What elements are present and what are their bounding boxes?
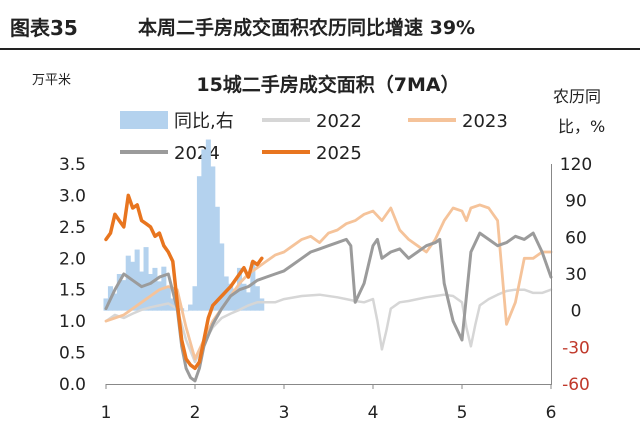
legend-item-2022: 2022: [316, 111, 362, 132]
bar: [205, 139, 211, 311]
y-right-tick-label: 30: [565, 265, 587, 285]
bar: [188, 304, 194, 311]
y-right-unit-line1: 农历同: [553, 87, 601, 106]
y-right-tick-label: 60: [565, 228, 587, 248]
bar: [165, 286, 171, 311]
legend-item-bar: 同比,右: [174, 111, 234, 132]
x-axis: 1 2 3 4 5 6: [101, 384, 557, 423]
y-left-tick-label: 1.0: [59, 312, 86, 332]
series-line-2025: [104, 193, 264, 371]
y-left-tick-label: 2.5: [59, 218, 86, 238]
x-tick-label: 1: [101, 403, 112, 423]
bar: [192, 286, 198, 311]
bar: [241, 283, 247, 311]
bar: [170, 298, 176, 311]
bar: [214, 206, 220, 311]
y-right-tick-label: 90: [565, 192, 587, 212]
y-left-tick-label: 3.5: [59, 155, 86, 175]
bar: [210, 166, 216, 311]
y-right-unit-line2: 比，%: [558, 117, 605, 136]
y-left-tick-label: 3.0: [59, 186, 86, 206]
y-right-tick-label: -60: [562, 375, 590, 395]
x-tick-label: 2: [190, 403, 201, 423]
y-left-axis: 3.5 3.0 2.5 2.0 1.5 1.0 0.5 0.0: [59, 155, 86, 395]
bar: [143, 247, 149, 311]
y-left-tick-label: 0.5: [59, 344, 86, 364]
y-right-tick-label: 120: [560, 155, 592, 175]
y-left-tick-label: 2.0: [59, 249, 86, 269]
chart-title: 15城二手房成交面积（7MA）: [196, 73, 459, 96]
x-tick-label: 6: [546, 403, 557, 423]
x-tick-label: 3: [279, 403, 290, 423]
x-tick-label: 5: [457, 403, 468, 423]
figure-title: 本周二手房成交面积农历同比增速 39%: [138, 17, 476, 39]
bar: [152, 267, 158, 311]
legend-item-2025: 2025: [316, 143, 362, 164]
y-right-tick-label: -30: [562, 338, 590, 358]
bar: [201, 149, 207, 311]
bar: [112, 293, 118, 311]
legend: 同比,右 2022 2023 2024 2025: [120, 111, 508, 164]
bar: [232, 288, 238, 311]
legend-item-2024: 2024: [174, 143, 220, 164]
figure-header: 图表35 本周二手房成交面积农历同比增速 39%: [0, 0, 640, 50]
bar: [121, 280, 127, 311]
line-series: [104, 193, 553, 383]
x-tick-label: 4: [368, 403, 379, 423]
bar: [254, 286, 260, 311]
bar: [147, 274, 154, 311]
series-line-2022: [104, 288, 553, 364]
bar: [116, 274, 122, 311]
bar: [139, 271, 145, 311]
bar: [156, 281, 162, 311]
y-left-unit: 万平米: [32, 73, 71, 88]
bar: [250, 261, 256, 311]
y-right-tick-label: 0: [571, 302, 582, 322]
bar: [125, 255, 131, 311]
bar: [130, 261, 136, 311]
y-left-tick-label: 1.5: [59, 281, 86, 301]
legend-swatch: [120, 111, 168, 129]
bar: [196, 176, 202, 311]
legend-item-2023: 2023: [462, 111, 508, 132]
bar: [219, 243, 225, 311]
bar: [259, 298, 265, 311]
bar-series: [103, 139, 265, 312]
bar: [245, 292, 251, 311]
series-line-2023: [104, 203, 553, 361]
line-chart: 万平米 15城二手房成交面积（7MA） 农历同 比，% 同比,右 2022 2023…: [32, 73, 605, 423]
figure-number: 图表35: [10, 16, 78, 40]
y-right-axis: 120 90 60 30 0 -30 -60: [560, 155, 592, 395]
bar: [183, 310, 189, 312]
bar: [134, 249, 140, 311]
y-left-tick-label: 0.0: [59, 375, 86, 395]
bar: [103, 298, 109, 311]
